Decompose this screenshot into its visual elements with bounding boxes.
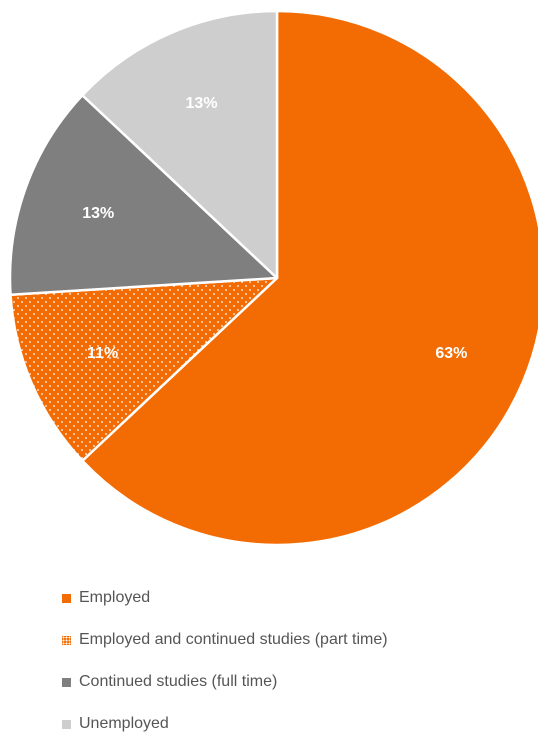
legend-swatch-unemployed — [62, 719, 71, 729]
legend-item-employed-part-time: Employed and continued studies (part tim… — [62, 630, 388, 650]
pie-slice-employed-and-continued-studies-part-time — [9, 276, 279, 463]
legend-label: Unemployed — [79, 715, 169, 732]
data-label: 63% — [435, 345, 467, 362]
legend-swatch-continued-studies — [62, 677, 71, 687]
chart-legend: Employed Employed and continued studies … — [62, 588, 388, 756]
data-label: 13% — [186, 95, 218, 112]
legend-item-continued-studies: Continued studies (full time) — [62, 672, 388, 692]
pie-plot-area: 63% 11% 13% 13% — [8, 9, 538, 547]
pie-slice-continued-studies-full-time — [8, 93, 279, 297]
legend-swatch-employed — [62, 593, 71, 603]
legend-label: Employed and continued studies (part tim… — [79, 631, 388, 648]
legend-swatch-employed-part-time — [62, 635, 71, 645]
legend-label: Continued studies (full time) — [79, 673, 278, 690]
legend-label: Employed — [79, 589, 151, 606]
pie-slice-employed — [81, 9, 538, 547]
data-label: 11% — [87, 345, 118, 362]
pie-slice-unemployed — [81, 9, 279, 280]
legend-item-unemployed: Unemployed — [62, 714, 388, 734]
data-label: 13% — [82, 205, 114, 222]
legend-item-employed: Employed — [62, 588, 388, 608]
